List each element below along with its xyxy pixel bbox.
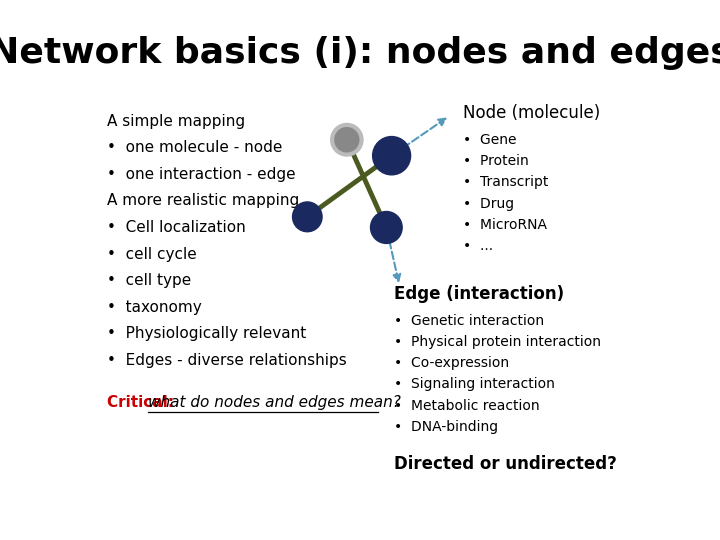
Text: Network basics (i): nodes and edges: Network basics (i): nodes and edges — [0, 36, 720, 70]
Circle shape — [332, 125, 361, 154]
Text: Node (molecule): Node (molecule) — [463, 104, 600, 122]
Text: •  Signaling interaction: • Signaling interaction — [395, 377, 555, 392]
Circle shape — [371, 212, 402, 244]
Text: •  Gene: • Gene — [463, 133, 516, 147]
Text: •  Physical protein interaction: • Physical protein interaction — [395, 335, 601, 349]
Text: A more realistic mapping: A more realistic mapping — [107, 193, 300, 208]
Circle shape — [292, 202, 322, 232]
Text: •  Genetic interaction: • Genetic interaction — [395, 314, 544, 327]
Text: •  Edges - diverse relationships: • Edges - diverse relationships — [107, 353, 347, 368]
Text: •  one molecule - node: • one molecule - node — [107, 140, 282, 155]
Text: what do nodes and edges mean?: what do nodes and edges mean? — [148, 395, 401, 410]
Text: •  Physiologically relevant: • Physiologically relevant — [107, 326, 306, 341]
Circle shape — [373, 137, 410, 175]
Text: •  cell cycle: • cell cycle — [107, 247, 197, 261]
Text: Edge (interaction): Edge (interaction) — [395, 285, 564, 303]
Text: Directed or undirected?: Directed or undirected? — [395, 455, 617, 473]
Text: •  one interaction - edge: • one interaction - edge — [107, 167, 296, 182]
Text: •  taxonomy: • taxonomy — [107, 300, 202, 315]
Text: •  Protein: • Protein — [463, 154, 528, 168]
Text: •  cell type: • cell type — [107, 273, 192, 288]
Text: •  Co-expression: • Co-expression — [395, 356, 509, 370]
Text: •  MicroRNA: • MicroRNA — [463, 218, 546, 232]
Text: •  ...: • ... — [463, 239, 493, 253]
Text: •  Metabolic reaction: • Metabolic reaction — [395, 399, 540, 413]
Text: Critical:: Critical: — [107, 395, 179, 410]
Text: A simple mapping: A simple mapping — [107, 113, 246, 129]
Text: •  DNA-binding: • DNA-binding — [395, 420, 498, 434]
Text: •  Drug: • Drug — [463, 197, 514, 211]
Text: •  Cell localization: • Cell localization — [107, 220, 246, 235]
Text: •  Transcript: • Transcript — [463, 176, 548, 190]
